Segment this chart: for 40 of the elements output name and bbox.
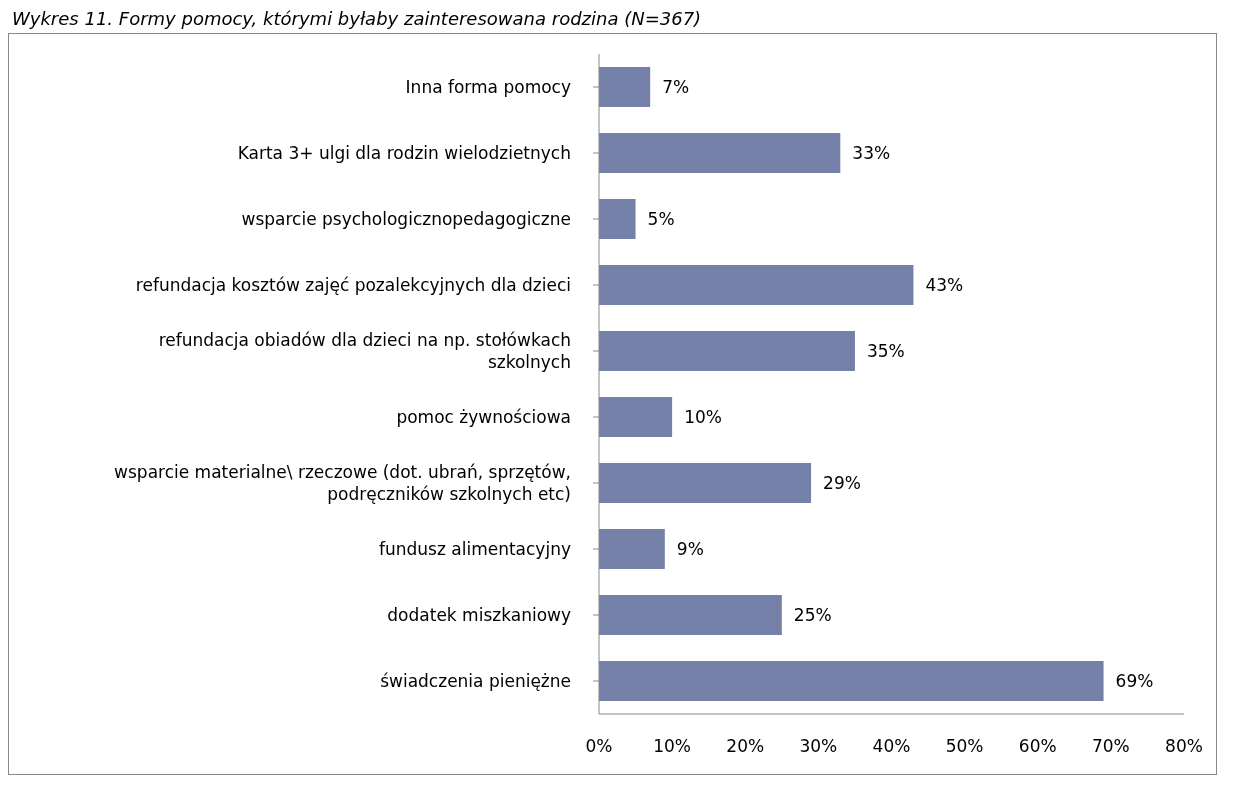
y-tick-label: dodatek miszkaniowy: [387, 605, 571, 625]
data-label: 69%: [1115, 671, 1154, 692]
x-tick-label: 40%: [872, 736, 911, 757]
x-tick-label: 60%: [1018, 736, 1057, 757]
x-tick-label: 10%: [653, 736, 692, 757]
bar: [599, 463, 812, 503]
data-label: 43%: [925, 275, 964, 296]
x-tick-label: 80%: [1165, 736, 1203, 757]
bar: [599, 133, 841, 173]
data-label: 25%: [793, 605, 832, 626]
y-tick-label: wsparcie materialne\ rzeczowe (dot. ubrań, sprzętów, podręczników szkolnych etc): [114, 462, 571, 504]
y-tick-label: Karta 3+ ulgi dla rodzin wielodzietnych: [237, 143, 571, 163]
data-label: 35%: [866, 341, 905, 362]
y-tick-label: wsparcie psychologicznopedagogiczne: [241, 209, 571, 229]
data-label: 9%: [676, 539, 704, 560]
bar: [599, 397, 673, 437]
y-tick-label: pomoc żywnościowa: [396, 407, 571, 427]
x-tick-label: 20%: [726, 736, 765, 757]
x-tick-label: 50%: [945, 736, 984, 757]
bar: [599, 661, 1104, 701]
x-tick-label: 30%: [799, 736, 838, 757]
y-tick-label: refundacja kosztów zajęć pozalekcyjnych dla dzieci: [135, 275, 571, 295]
y-tick-label: refundacja obiadów dla dzieci na np. stołówkach szkolnych: [158, 330, 571, 372]
x-tick-label: 0%: [585, 736, 613, 757]
bar: [599, 265, 914, 305]
data-label: 5%: [647, 209, 675, 230]
y-tick-label: fundusz alimentacyjny: [379, 539, 571, 559]
data-label: 10%: [684, 407, 722, 428]
bar: [599, 199, 636, 239]
bar: [599, 331, 855, 371]
data-label: 33%: [852, 143, 891, 164]
data-label: 7%: [662, 77, 690, 98]
x-tick-label: 70%: [1091, 736, 1130, 757]
bar: [599, 67, 651, 107]
bar: [599, 529, 665, 569]
bar: [599, 595, 782, 635]
y-tick-label: Inna forma pomocy: [405, 77, 571, 97]
y-tick-label: świadczenia pieniężne: [380, 671, 571, 691]
data-label: 29%: [823, 473, 861, 494]
text: Wykres 11. Formy pomocy, którymi byłaby zainteresowana rodzina (N=367): [12, 8, 703, 29]
